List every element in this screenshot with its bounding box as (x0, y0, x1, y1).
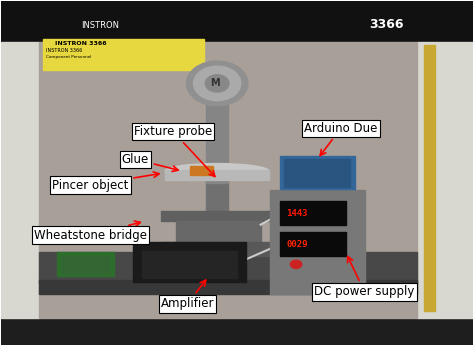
Text: 3366: 3366 (369, 18, 404, 30)
Bar (43, 39, 204, 70)
Circle shape (186, 61, 248, 106)
Circle shape (291, 260, 302, 268)
Bar (206, 90, 228, 183)
Text: M: M (210, 78, 219, 88)
Text: Pincer object: Pincer object (52, 172, 159, 192)
Text: Wheatstone bridge: Wheatstone bridge (34, 221, 147, 242)
Bar (190, 166, 213, 175)
Text: Fixture probe: Fixture probe (134, 125, 215, 176)
Circle shape (193, 66, 241, 101)
Bar (165, 170, 269, 180)
Bar (417, 42, 474, 318)
Bar (284, 159, 350, 187)
Bar (270, 190, 365, 294)
Text: INSTRON 3366: INSTRON 3366 (55, 42, 107, 46)
Bar (133, 242, 246, 282)
Text: Amplifier: Amplifier (161, 280, 214, 310)
Text: 0029: 0029 (287, 240, 308, 249)
Text: Glue: Glue (122, 153, 178, 172)
Text: 1443: 1443 (287, 209, 308, 218)
Bar (62, 256, 109, 273)
Bar (424, 45, 436, 311)
Text: Component Personnel: Component Personnel (46, 55, 91, 58)
Text: Arduino Due: Arduino Due (304, 122, 378, 155)
Text: INSTRON 3366: INSTRON 3366 (46, 48, 82, 53)
Bar (161, 242, 275, 256)
Bar (38, 252, 417, 283)
Ellipse shape (165, 164, 269, 179)
Bar (280, 156, 355, 189)
Bar (280, 231, 346, 256)
Text: INSTRON: INSTRON (81, 20, 119, 29)
Bar (280, 201, 346, 225)
Bar (143, 251, 237, 278)
Text: DC power supply: DC power supply (314, 256, 415, 298)
Bar (206, 176, 228, 218)
Bar (38, 280, 417, 294)
Bar (57, 252, 114, 276)
Circle shape (205, 75, 229, 92)
Bar (0, 42, 38, 318)
Bar (0, 1, 474, 42)
Bar (175, 221, 261, 245)
Bar (161, 211, 275, 221)
Bar (38, 42, 417, 318)
